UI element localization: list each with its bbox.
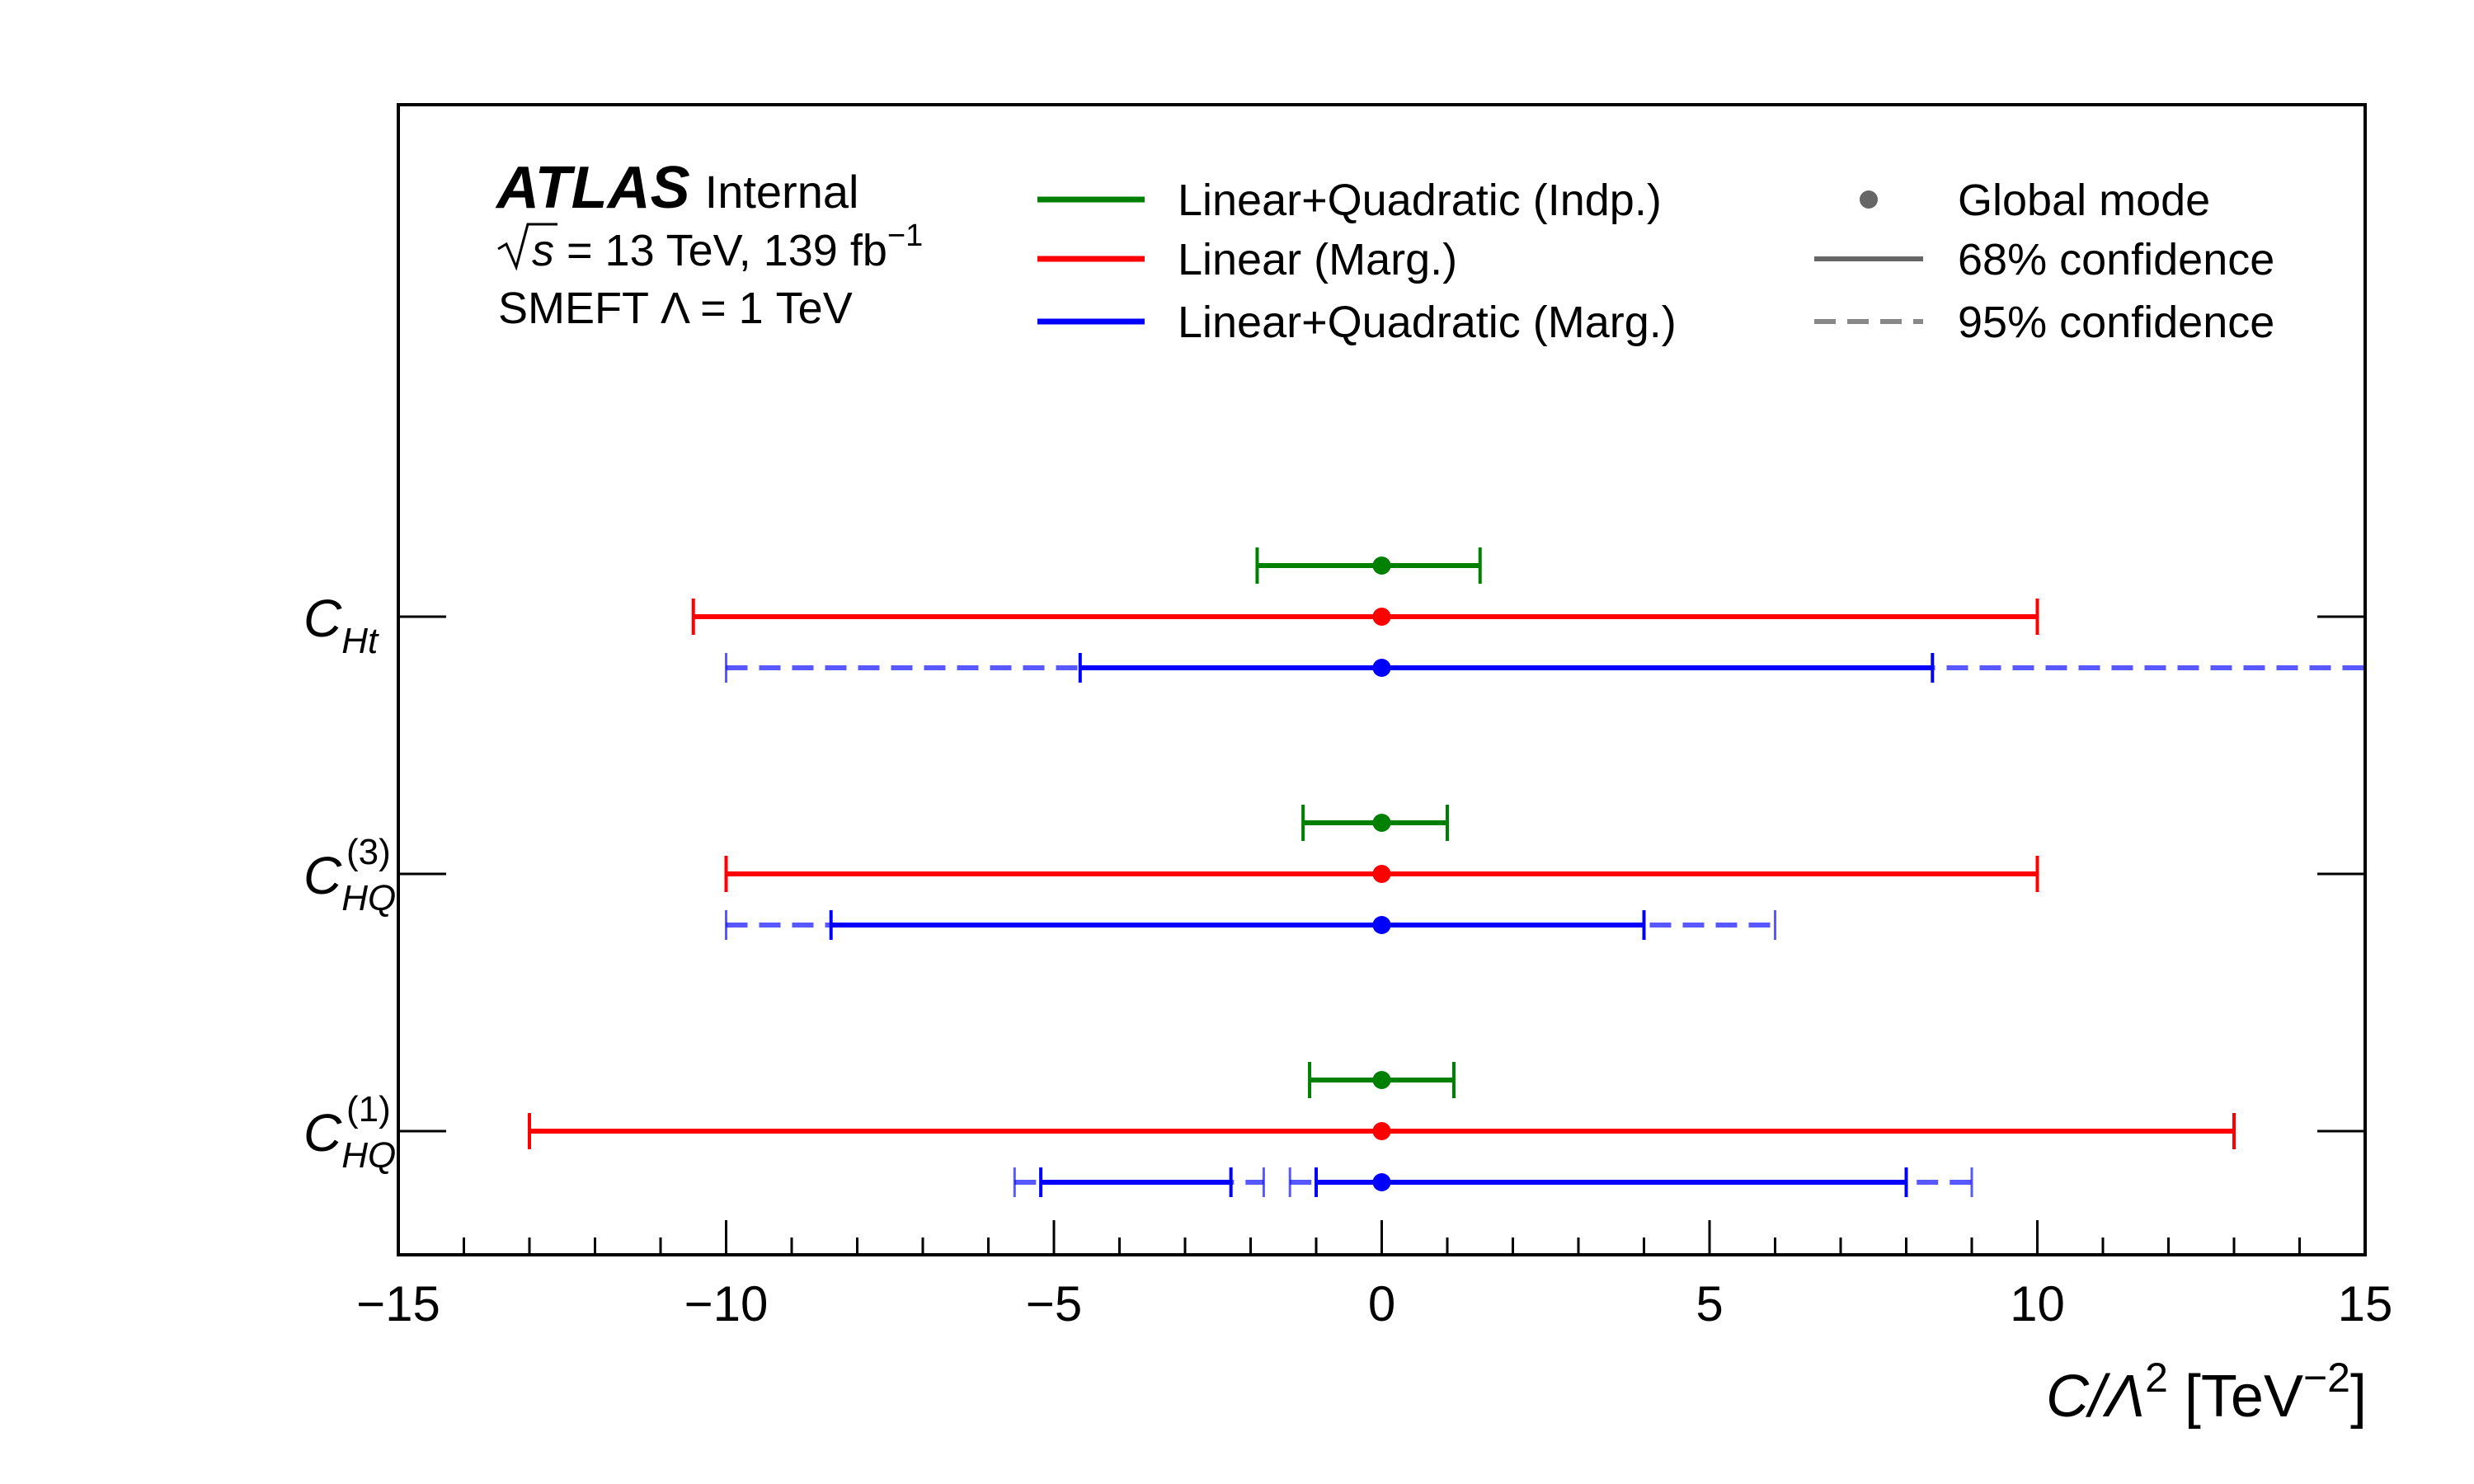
energy-symbol: s — [532, 226, 554, 275]
global-mode-point — [1372, 659, 1391, 677]
result-CHQ3-0 — [1301, 805, 1449, 841]
legend-label-series-2: Linear+Quadratic (Marg.) — [1178, 298, 1677, 347]
y-label-base: C — [303, 1103, 342, 1162]
atlas-label: ATLAS Internal — [495, 155, 858, 221]
energy-info-text: s = 13 TeV, 139 fb−1 — [532, 218, 923, 275]
x-tick-label: 0 — [1368, 1276, 1395, 1331]
x-axis-label-unit-close: ] — [2350, 1364, 2367, 1430]
global-mode-point — [1372, 1122, 1391, 1140]
legend-label-series-0: Linear+Quadratic (Indp.) — [1178, 176, 1662, 225]
x-tick-label: −10 — [684, 1276, 769, 1331]
energy-value: = 13 TeV, 139 fb — [554, 226, 887, 275]
x-axis-label-unit-sup: −2 — [2303, 1355, 2350, 1401]
result-CHQ1-2 — [1013, 1167, 1973, 1197]
result-CHt-2 — [725, 653, 2365, 683]
legend-label-style-1: 68% confidence — [1958, 235, 2274, 284]
atlas-internal: Internal — [705, 166, 859, 218]
legend-label-style-0: Global mode — [1958, 176, 2210, 225]
data-marks — [528, 547, 2365, 1197]
global-mode-point — [1372, 916, 1391, 934]
energy-unit-sup: −1 — [887, 218, 923, 253]
legend-dot-marker — [1860, 190, 1878, 209]
y-tick-label-CHt: CHt — [303, 589, 379, 661]
x-tick-label: 5 — [1696, 1276, 1723, 1331]
sqrt-sign — [497, 223, 557, 271]
y-label-sub: HQ — [341, 1135, 396, 1176]
smeft-info: SMEFT Λ = 1 TeV — [498, 284, 853, 333]
y-label-sup: (1) — [346, 1089, 391, 1129]
energy-info: s = 13 TeV, 139 fb−1 — [497, 218, 923, 275]
x-axis-label: C/Λ2 [TeV−2] — [2046, 1355, 2367, 1430]
result-CHQ3-2 — [725, 910, 1776, 940]
y-tick-label-CHQ3: CHQ — [303, 846, 396, 918]
x-axis-label-unit: [TeV — [2168, 1364, 2303, 1430]
legend-label-series-1: Linear (Marg.) — [1178, 235, 1457, 284]
global-mode-point — [1372, 556, 1391, 575]
global-mode-point — [1372, 1071, 1391, 1089]
y-label-sup: (3) — [346, 832, 391, 872]
legend-label-style-2: 95% confidence — [1958, 298, 2274, 347]
atlas-bold: ATLAS — [495, 155, 690, 221]
y-label-sub: Ht — [341, 621, 379, 661]
result-CHQ1-0 — [1308, 1062, 1456, 1098]
global-mode-point — [1372, 608, 1391, 626]
series-legend: Linear+Quadratic (Indp.) Linear (Marg.) Li… — [1037, 176, 1677, 347]
x-ticks: −15 −10 −5 0 5 10 15 — [356, 1220, 2392, 1331]
x-tick-label: 15 — [2338, 1276, 2393, 1331]
result-CHQ1-1 — [528, 1113, 2236, 1149]
y-label-base: C — [303, 846, 342, 905]
style-legend: Global mode 68% confidence 95% confidence — [1814, 176, 2274, 347]
result-CHQ3-1 — [724, 856, 2039, 892]
y-label-sub: HQ — [341, 878, 396, 918]
global-mode-point — [1372, 1173, 1391, 1191]
x-axis-label-sup: 2 — [2145, 1355, 2168, 1401]
result-CHt-1 — [691, 599, 2039, 635]
global-mode-point — [1372, 865, 1391, 883]
result-CHt-0 — [1255, 547, 1482, 584]
y-label-base: C — [303, 589, 342, 648]
x-tick-label: −5 — [1026, 1276, 1082, 1331]
global-mode-point — [1372, 814, 1391, 832]
x-tick-label: 10 — [2010, 1276, 2065, 1331]
x-axis-label-main: C/Λ — [2046, 1364, 2145, 1430]
y-tick-label-CHQ1: CHQ — [303, 1103, 396, 1176]
x-tick-label: −15 — [356, 1276, 440, 1331]
